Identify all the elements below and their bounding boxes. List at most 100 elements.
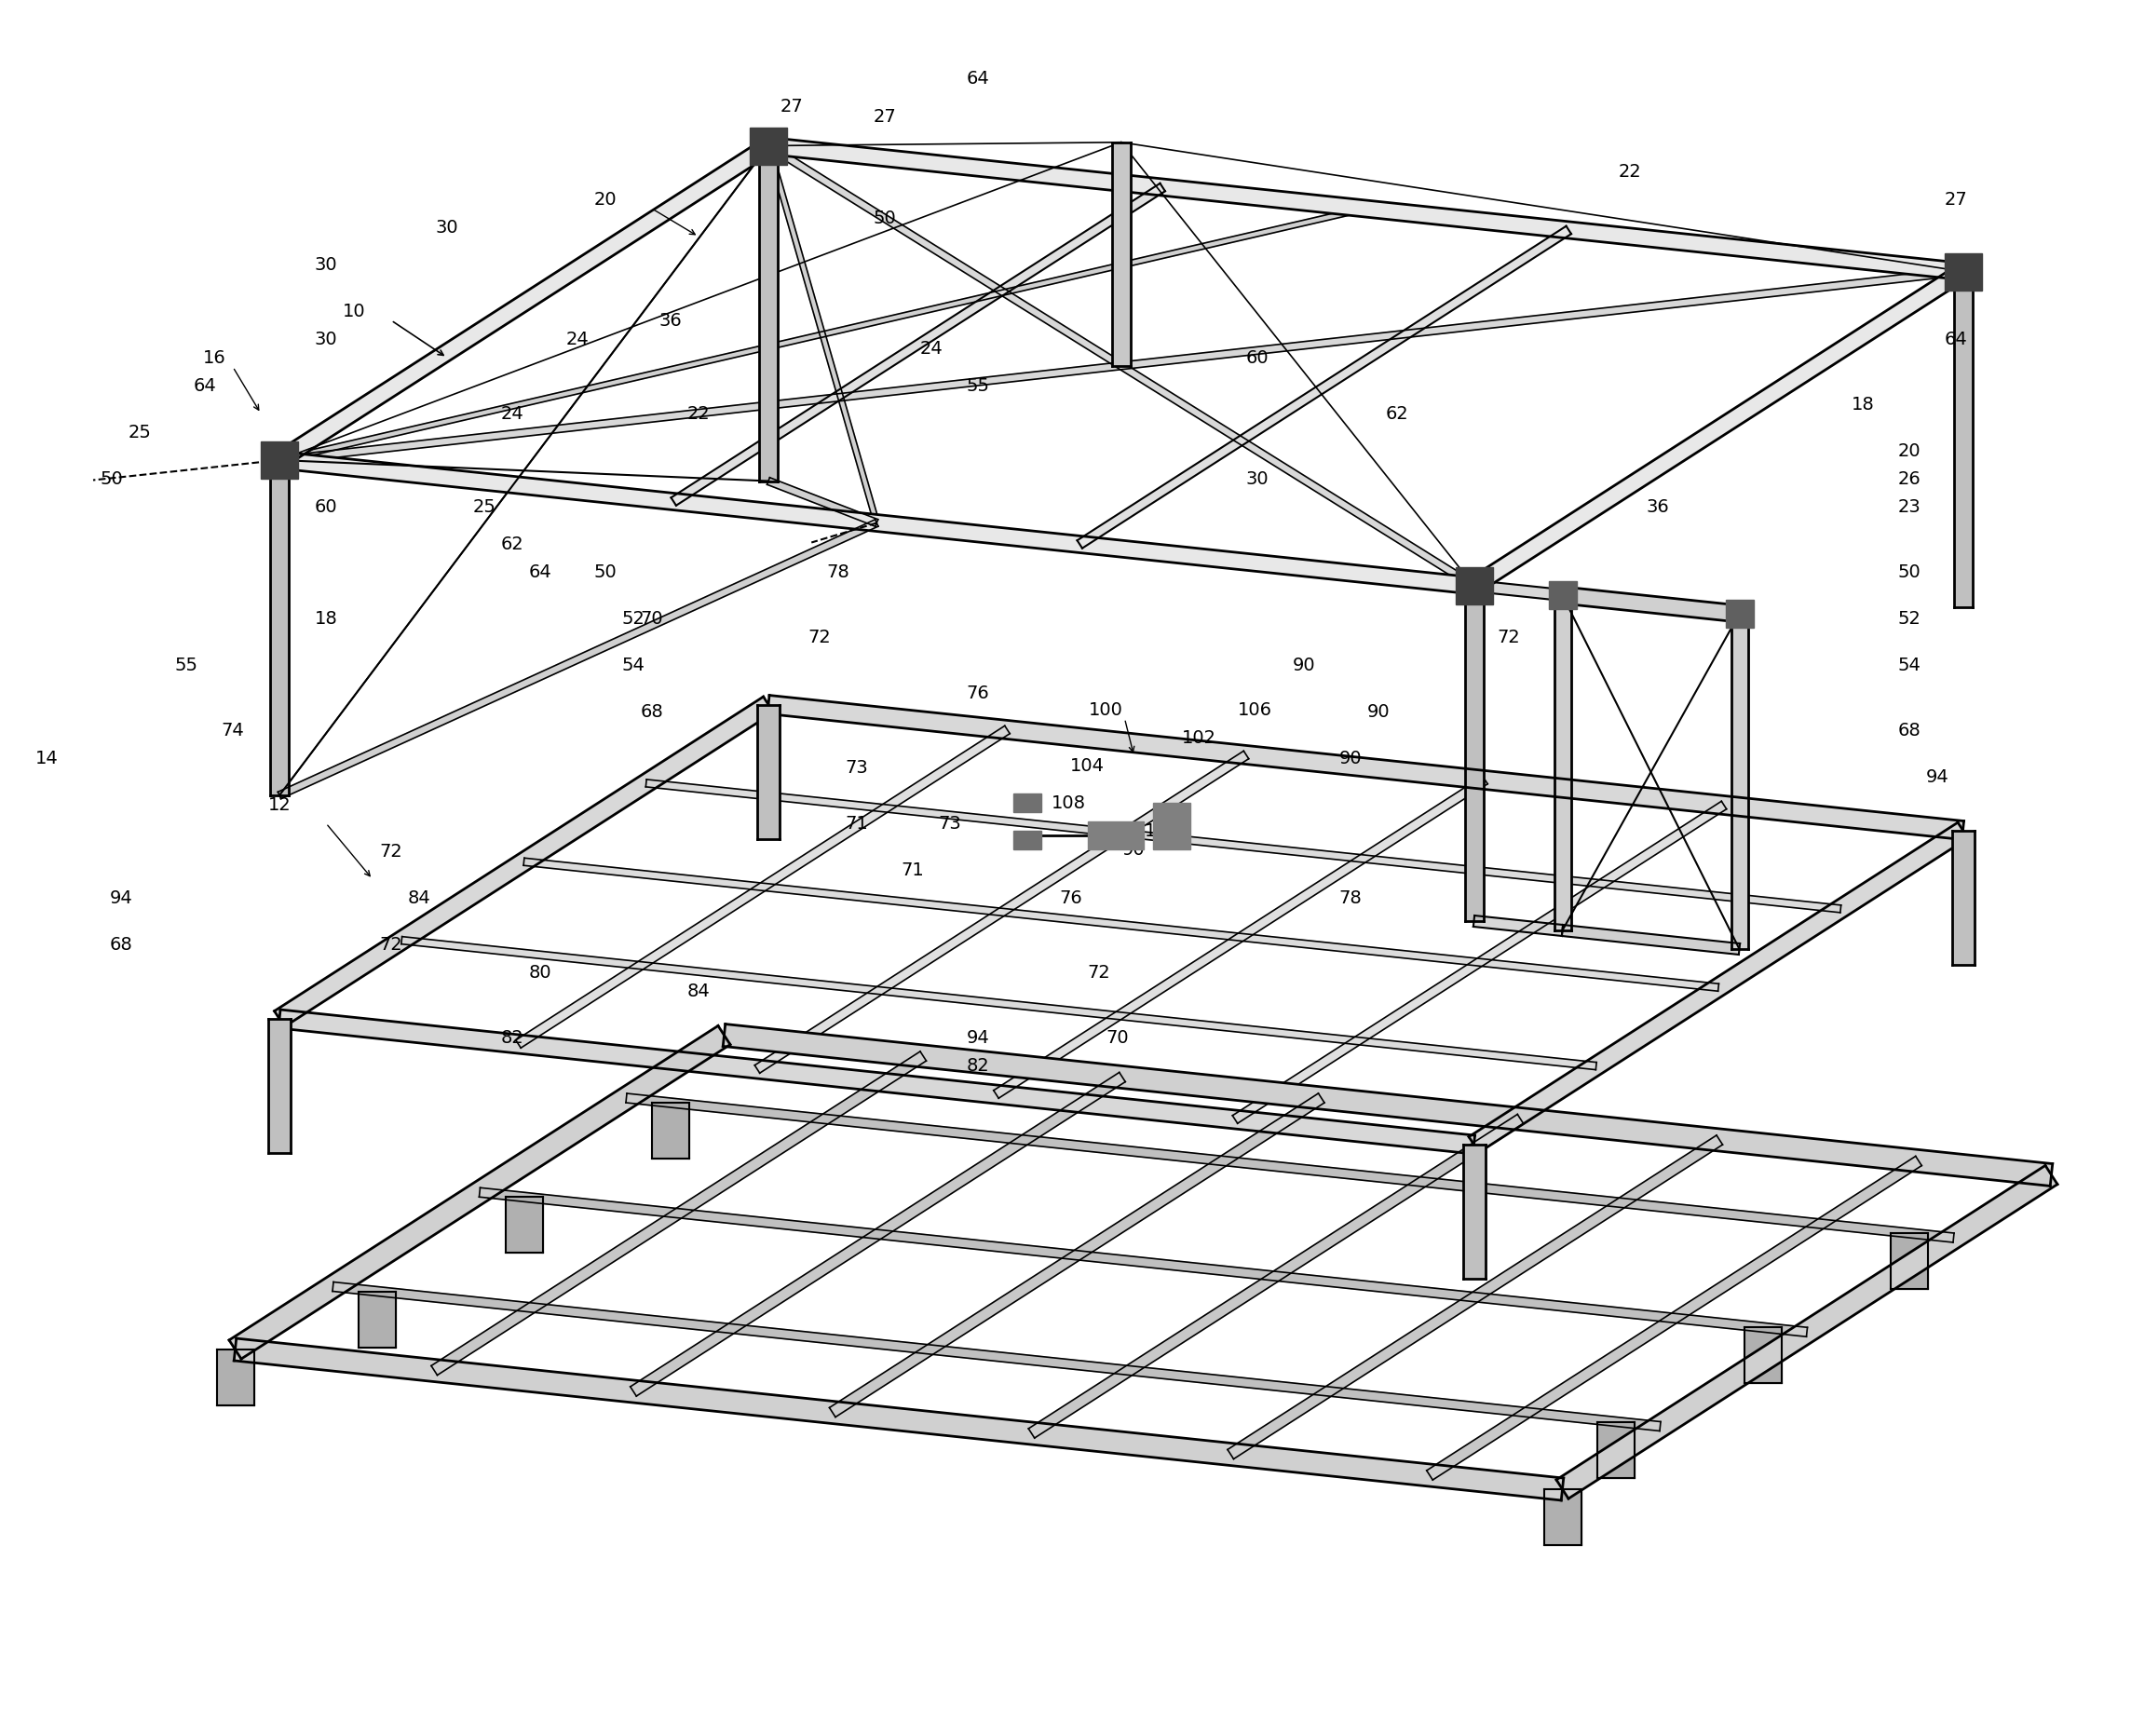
Text: 90: 90: [1123, 840, 1146, 858]
Bar: [750, 128, 786, 165]
Polygon shape: [1462, 1146, 1485, 1279]
Text: 25: 25: [128, 424, 151, 441]
Text: 50: 50: [874, 210, 897, 227]
Text: 27: 27: [780, 99, 803, 116]
Text: 27: 27: [874, 108, 897, 125]
Text: 52: 52: [622, 609, 646, 628]
Text: 55: 55: [175, 656, 198, 674]
Text: 14: 14: [34, 750, 58, 767]
Text: 102: 102: [1183, 729, 1217, 746]
Text: 60: 60: [1247, 349, 1268, 368]
Polygon shape: [722, 1024, 2052, 1186]
Polygon shape: [759, 146, 778, 481]
Text: 20: 20: [595, 191, 616, 208]
Text: 72: 72: [1087, 963, 1110, 981]
Polygon shape: [1426, 1156, 1922, 1481]
Text: 60: 60: [315, 498, 337, 516]
Polygon shape: [430, 1052, 927, 1375]
Bar: [1549, 582, 1577, 609]
Text: 94: 94: [1926, 769, 1948, 786]
Text: 23: 23: [1899, 498, 1920, 516]
Text: 54: 54: [1899, 656, 1920, 674]
Text: 78: 78: [827, 564, 850, 582]
Text: 30: 30: [1247, 470, 1268, 488]
Polygon shape: [1598, 1422, 1634, 1477]
Text: 50: 50: [595, 564, 616, 582]
Text: 78: 78: [1338, 889, 1362, 908]
Polygon shape: [524, 859, 1720, 991]
Polygon shape: [1473, 917, 1562, 936]
Polygon shape: [505, 1198, 543, 1253]
Text: 16: 16: [202, 349, 226, 368]
Text: 50: 50: [1899, 564, 1920, 582]
Polygon shape: [767, 696, 1965, 840]
Bar: [1153, 802, 1189, 849]
Text: 68: 68: [1899, 722, 1920, 740]
Bar: [1950, 259, 1978, 286]
Polygon shape: [234, 1338, 1564, 1500]
Polygon shape: [1029, 1115, 1524, 1437]
Text: 104: 104: [1070, 757, 1104, 774]
Polygon shape: [1112, 142, 1129, 366]
Bar: [260, 443, 298, 479]
Polygon shape: [767, 144, 1477, 590]
Polygon shape: [1890, 1233, 1929, 1290]
Polygon shape: [332, 1283, 1660, 1430]
Polygon shape: [1562, 925, 1739, 955]
Polygon shape: [1730, 615, 1747, 950]
Text: 72: 72: [379, 936, 403, 953]
Bar: [1087, 821, 1142, 849]
Polygon shape: [279, 269, 1963, 465]
Polygon shape: [516, 726, 1010, 1049]
Polygon shape: [765, 146, 880, 524]
Polygon shape: [767, 477, 878, 528]
Text: 84: 84: [407, 889, 430, 908]
Text: 64: 64: [528, 564, 552, 582]
Bar: [1943, 253, 1982, 292]
Text: 22: 22: [686, 406, 710, 424]
Text: 22: 22: [1617, 163, 1641, 181]
Text: 76: 76: [1059, 889, 1083, 908]
Polygon shape: [230, 1026, 731, 1359]
Text: 54: 54: [622, 656, 646, 674]
Text: 82: 82: [501, 1029, 524, 1047]
Text: 108: 108: [1144, 821, 1178, 840]
Text: 68: 68: [641, 703, 663, 720]
Text: 10: 10: [343, 304, 364, 321]
Polygon shape: [1543, 1489, 1581, 1545]
Text: 27: 27: [1943, 191, 1967, 208]
Polygon shape: [1464, 587, 1483, 922]
Bar: [1012, 832, 1040, 849]
Polygon shape: [269, 1019, 290, 1153]
Text: 108: 108: [1051, 793, 1087, 812]
Text: 20: 20: [1899, 443, 1920, 460]
Text: 72: 72: [379, 844, 403, 861]
Text: 90: 90: [1294, 656, 1315, 674]
Polygon shape: [271, 460, 288, 795]
Polygon shape: [652, 1102, 688, 1160]
Text: 24: 24: [921, 340, 942, 358]
Polygon shape: [279, 453, 1475, 595]
Polygon shape: [631, 1073, 1125, 1396]
Polygon shape: [401, 937, 1596, 1069]
Polygon shape: [1952, 832, 1973, 965]
Text: 72: 72: [1498, 628, 1519, 646]
Text: 76: 76: [967, 684, 989, 703]
Text: 26: 26: [1899, 470, 1920, 488]
Text: 70: 70: [1106, 1029, 1129, 1047]
Text: 36: 36: [1647, 498, 1669, 516]
Text: 18: 18: [1852, 396, 1875, 413]
Text: 90: 90: [1366, 703, 1389, 720]
Polygon shape: [1556, 1167, 2056, 1498]
Text: 25: 25: [473, 498, 497, 516]
Polygon shape: [1076, 227, 1571, 549]
Text: 62: 62: [501, 536, 524, 554]
Text: 73: 73: [938, 814, 961, 833]
Text: 82: 82: [967, 1057, 989, 1075]
Bar: [1012, 793, 1040, 812]
Text: 94: 94: [109, 889, 132, 908]
Text: 62: 62: [1385, 406, 1409, 424]
Polygon shape: [1232, 802, 1726, 1123]
Text: 12: 12: [269, 797, 292, 814]
Text: 84: 84: [686, 983, 710, 1000]
